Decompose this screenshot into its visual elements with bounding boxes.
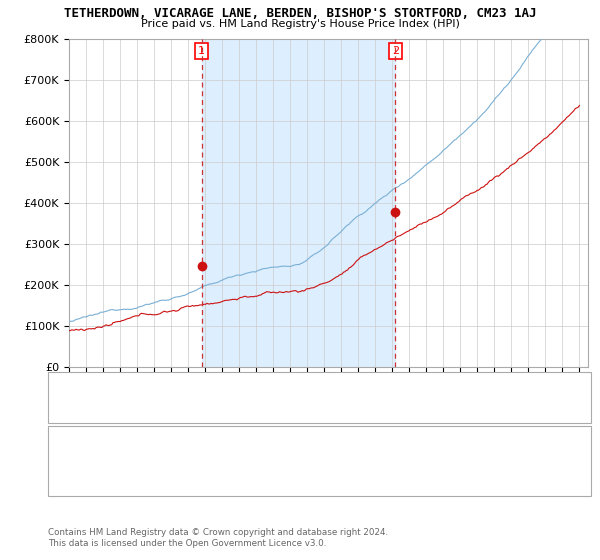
Text: 17% ↓ HPI: 17% ↓ HPI	[360, 471, 419, 481]
Text: 1: 1	[198, 46, 205, 56]
Text: £245,000: £245,000	[240, 443, 293, 453]
Text: TETHERDOWN, VICARAGE LANE, BERDEN, BISHOP'S STORTFORD, CM23 1AJ: TETHERDOWN, VICARAGE LANE, BERDEN, BISHO…	[64, 7, 536, 20]
Text: 2: 2	[55, 471, 62, 481]
Text: HPI: Average price, detached house, Uttlesford: HPI: Average price, detached house, Uttl…	[87, 405, 316, 415]
Text: 20% ↓ HPI: 20% ↓ HPI	[360, 443, 419, 453]
Text: 2: 2	[392, 46, 399, 56]
Bar	[202, 39, 395, 367]
Text: 1: 1	[55, 443, 62, 453]
Text: 06-MAR-2014: 06-MAR-2014	[102, 471, 177, 481]
Text: TETHERDOWN, VICARAGE LANE, BERDEN, BISHOP'S STORTFORD, CM23 1AJ (detached h: TETHERDOWN, VICARAGE LANE, BERDEN, BISHO…	[87, 381, 518, 391]
Text: Contains HM Land Registry data © Crown copyright and database right 2024.
This d: Contains HM Land Registry data © Crown c…	[48, 528, 388, 548]
Text: Price paid vs. HM Land Registry's House Price Index (HPI): Price paid vs. HM Land Registry's House …	[140, 19, 460, 29]
Text: £377,500: £377,500	[240, 471, 293, 481]
Text: 16-OCT-2002: 16-OCT-2002	[102, 443, 175, 453]
